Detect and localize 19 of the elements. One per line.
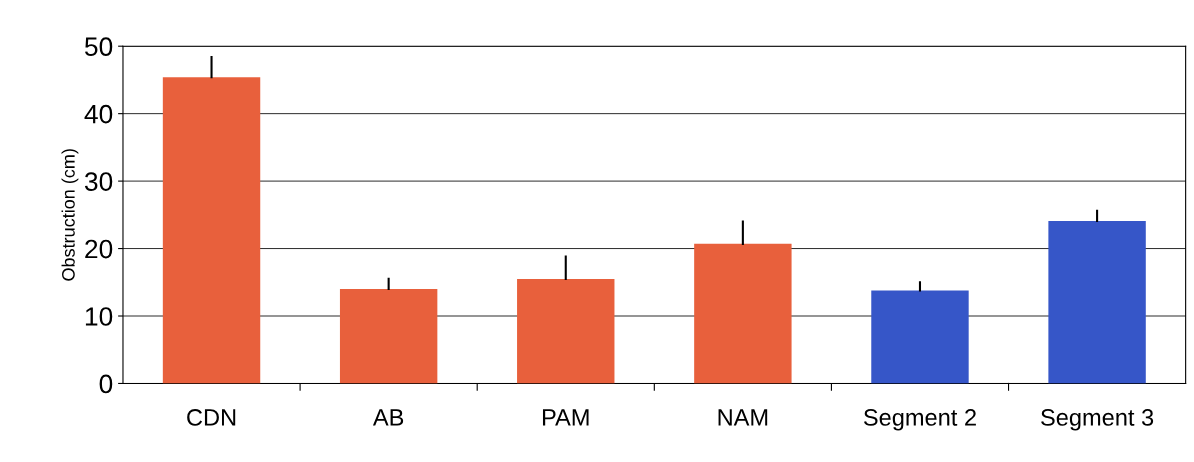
bar [1048,220,1146,384]
bar [871,290,969,384]
x-tick-label: PAM [542,409,589,426]
x-tick-label: Segment 3 [1041,409,1154,431]
bar [339,289,438,384]
y-tick-label: 20 [85,239,113,259]
bar [162,77,261,384]
x-tick-label: Segment 2 [863,409,976,431]
y-tick-label: 40 [84,104,113,124]
x-tick-label: AB [372,409,404,426]
x-tick-label: CDN [187,409,236,426]
y-axis-title: Obstruction (cm) [61,149,79,281]
y-tick-label: 30 [84,172,113,191]
bar [694,243,792,384]
bar [517,278,615,384]
y-tick-label: 50 [84,37,113,57]
y-tick-label: 0 [99,374,113,394]
y-tick-label: 10 [85,307,113,326]
x-tick-label: NAM [718,409,768,426]
